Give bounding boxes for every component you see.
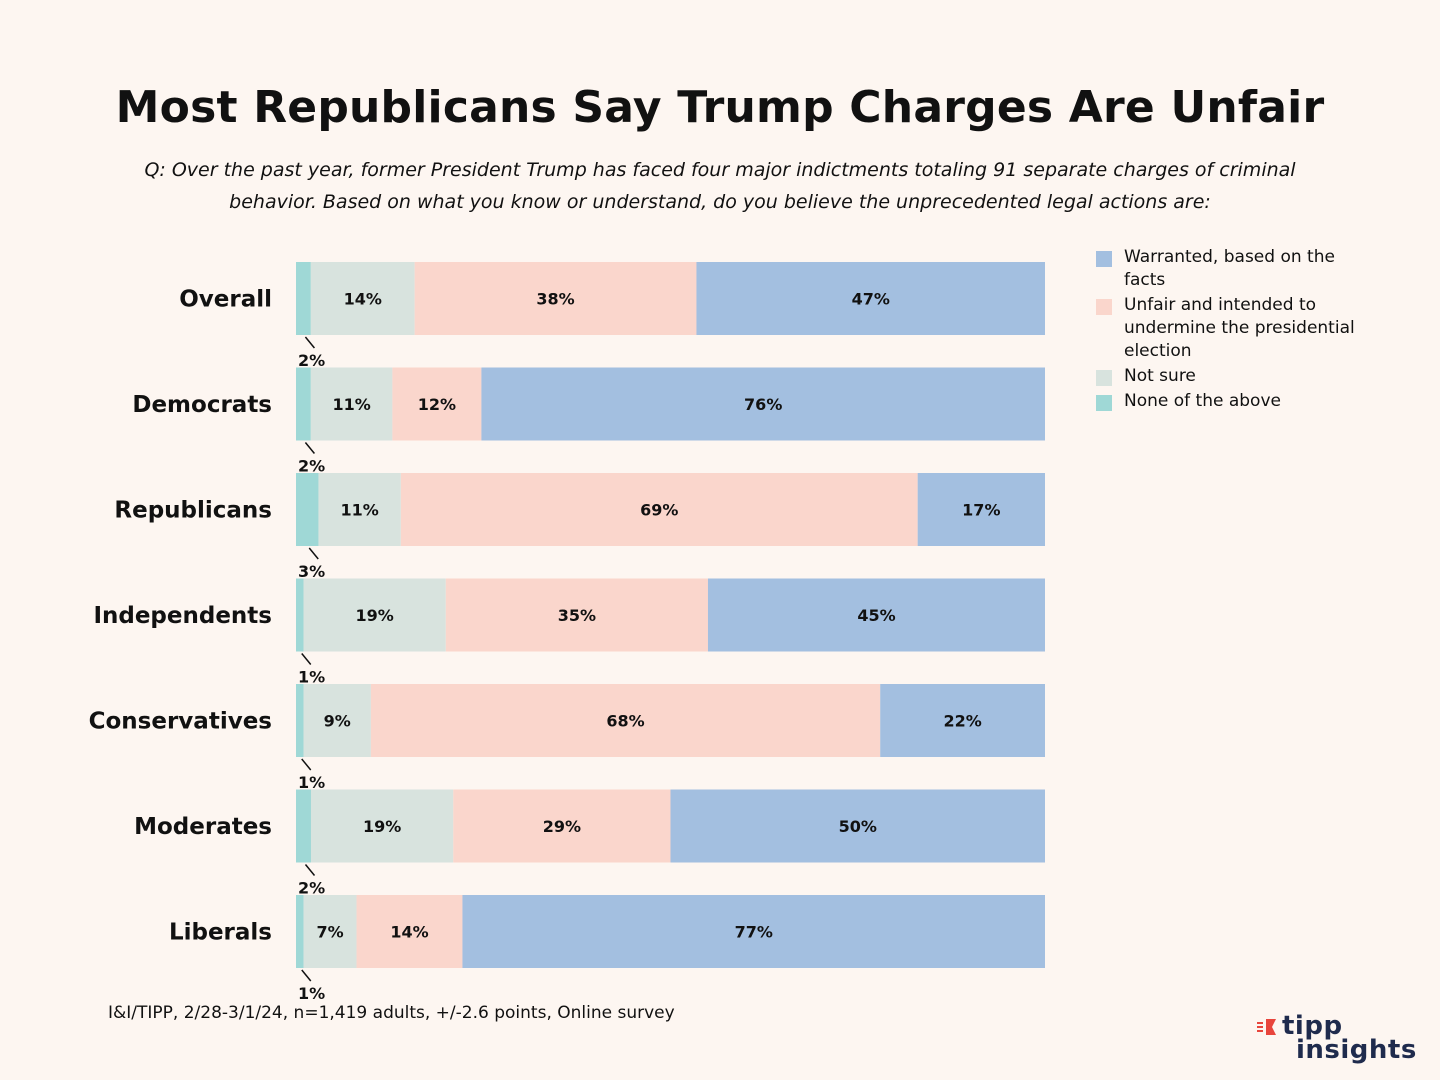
legend-label: Unfair and intended to undermine the pre… — [1124, 295, 1355, 361]
tipp-insights-logo: tipp insights — [1252, 1011, 1416, 1068]
leader-line — [301, 969, 312, 982]
data-label: 11% — [332, 395, 370, 414]
bar-segment — [370, 684, 881, 757]
category-label: Conservatives — [89, 709, 272, 735]
data-label: 17% — [962, 501, 1000, 520]
logo-text-tipp: tipp — [1282, 1011, 1343, 1041]
legend-swatch — [1096, 299, 1112, 315]
bar-segment — [296, 473, 319, 546]
data-label: 14% — [344, 290, 382, 309]
data-label: 77% — [735, 923, 773, 942]
leader-line — [304, 864, 316, 876]
category-label: Overall — [179, 287, 272, 313]
legend-swatch — [1096, 370, 1112, 386]
leader-line — [308, 547, 319, 560]
data-label: 2% — [298, 879, 325, 898]
data-label: 47% — [852, 290, 890, 309]
bar-segment — [707, 578, 1045, 652]
bar-segment — [696, 262, 1045, 335]
leader-line — [301, 653, 312, 665]
data-label: 19% — [355, 606, 393, 625]
legend-item: None of the above — [1096, 390, 1356, 413]
bar-segment — [310, 367, 393, 441]
bar-segment — [296, 895, 304, 968]
bar-segment — [356, 895, 463, 968]
logo-mark-icon — [1257, 1019, 1276, 1035]
legend-item: Unfair and intended to undermine the pre… — [1096, 294, 1356, 363]
legend-swatch — [1096, 395, 1112, 411]
data-label: 69% — [640, 501, 678, 520]
bar-segment — [462, 895, 1045, 968]
legend-label: None of the above — [1124, 391, 1281, 411]
category-label: Liberals — [169, 920, 272, 946]
data-label: 1% — [298, 984, 325, 1003]
bar-segment — [296, 684, 304, 757]
chart-title: Most Republicans Say Trump Charges Are U… — [115, 82, 1325, 133]
bar-segment — [310, 789, 454, 863]
legend-item: Warranted, based on the facts — [1096, 246, 1356, 292]
bar-segment — [445, 578, 708, 652]
bar-segment — [303, 578, 446, 652]
data-label: 3% — [298, 562, 325, 581]
legend-label: Warranted, based on the facts — [1124, 247, 1335, 290]
data-label: 2% — [298, 457, 325, 476]
bar-segment — [296, 367, 311, 441]
bar-segment — [414, 262, 697, 335]
data-label: 22% — [943, 712, 981, 731]
leader-line — [304, 336, 315, 349]
bar-segment — [481, 367, 1046, 441]
bar-segment — [453, 789, 671, 863]
leader-line — [304, 442, 315, 454]
data-label: 29% — [543, 817, 581, 836]
data-label: 9% — [324, 712, 351, 731]
leader-line — [301, 758, 312, 771]
bar-segment — [670, 789, 1045, 863]
data-label: 76% — [744, 395, 782, 414]
bar-segment — [318, 473, 401, 546]
data-label: 7% — [316, 923, 343, 942]
source-note: I&I/TIPP, 2/28-3/1/24, n=1,419 adults, +… — [108, 1003, 675, 1023]
bar-segment — [303, 684, 371, 757]
legend: Warranted, based on the facts Unfair and … — [1096, 246, 1356, 415]
data-label: 68% — [606, 712, 644, 731]
data-label: 38% — [536, 290, 574, 309]
bar-segment — [296, 789, 311, 863]
data-label: 1% — [298, 668, 325, 687]
data-label: 1% — [298, 773, 325, 792]
data-label: 12% — [418, 395, 456, 414]
legend-item: Not sure — [1096, 365, 1356, 388]
data-label: 11% — [341, 501, 379, 520]
bar-segment — [392, 367, 482, 441]
bar-segment — [303, 895, 357, 968]
category-label: Democrats — [132, 392, 272, 418]
data-label: 45% — [857, 606, 895, 625]
bar-segment — [880, 684, 1045, 757]
data-label: 35% — [558, 606, 596, 625]
data-label: 50% — [839, 817, 877, 836]
bar-segment — [296, 578, 304, 652]
bar-segment — [296, 262, 311, 335]
data-label: 19% — [363, 817, 401, 836]
data-label: 14% — [390, 923, 428, 942]
survey-question: Q: Over the past year, former President … — [144, 159, 1296, 213]
category-label: Republicans — [114, 498, 272, 524]
logo-text-insights: insights — [1296, 1035, 1417, 1065]
bar-segment — [310, 262, 415, 335]
legend-label: Not sure — [1124, 366, 1196, 386]
data-label: 2% — [298, 351, 325, 370]
category-label: Moderates — [134, 814, 272, 840]
bar-segment — [400, 473, 918, 546]
bar-segment — [917, 473, 1045, 546]
legend-swatch — [1096, 251, 1112, 267]
category-label: Independents — [93, 603, 272, 629]
